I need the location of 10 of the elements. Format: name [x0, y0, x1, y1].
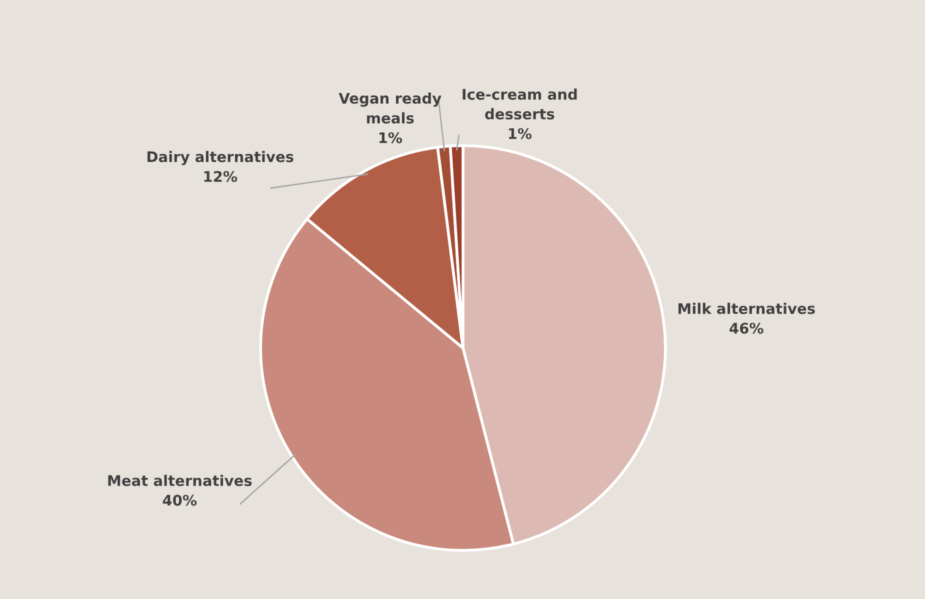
data-label: 46%: [730, 322, 764, 334]
slice-label: Ice-cream and desserts: [462, 88, 577, 120]
slice-label: Milk alternatives: [678, 302, 815, 314]
data-label: 12%: [204, 170, 238, 182]
data-label: 1%: [379, 132, 402, 144]
slice-label: Meat alternatives: [108, 474, 252, 486]
slice-label: Vegan ready meals: [338, 92, 442, 124]
data-label: 1%: [508, 128, 532, 140]
data-label: 40%: [162, 494, 197, 506]
slice-label: Dairy alternatives: [148, 150, 294, 166]
